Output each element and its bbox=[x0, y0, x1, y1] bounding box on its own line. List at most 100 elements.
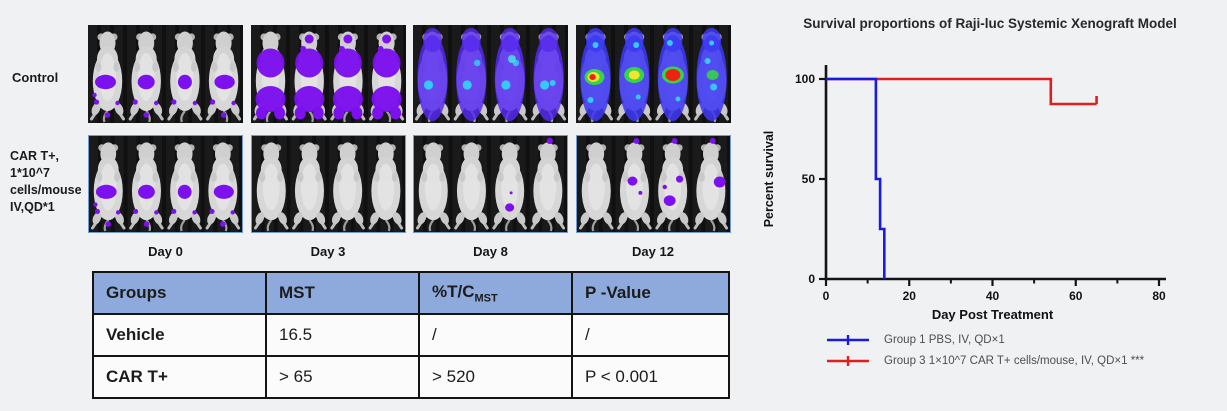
legend-marker-group1 bbox=[827, 335, 869, 345]
row-label-line: Control bbox=[12, 70, 59, 85]
mouse bbox=[693, 137, 728, 232]
svg-text:50: 50 bbox=[802, 172, 816, 186]
svg-text:60: 60 bbox=[1069, 289, 1083, 303]
mouse bbox=[206, 31, 242, 123]
results-table-header-row: Groups MST %T/CMST P -Value bbox=[92, 271, 730, 315]
survival-chart-section: Survival proportions of Raji-luc Systemi… bbox=[757, 16, 1223, 371]
mouse bbox=[492, 142, 527, 232]
mouse bbox=[291, 142, 327, 232]
col-header-tc-sub: MST bbox=[474, 292, 498, 305]
mouse bbox=[415, 142, 451, 232]
mouse bbox=[453, 28, 489, 123]
imaging-panel-control-day-1 bbox=[250, 25, 406, 123]
imaging-panel-car-t-day-0 bbox=[88, 135, 243, 233]
mouse-panel-svg bbox=[250, 25, 406, 123]
svg-text:20: 20 bbox=[903, 289, 917, 303]
mouse-panel-svg bbox=[89, 136, 242, 232]
mouse bbox=[616, 137, 652, 232]
imaging-panel-car-t-day-3 bbox=[575, 135, 731, 233]
mouse bbox=[578, 142, 614, 232]
svg-text:0: 0 bbox=[823, 289, 830, 303]
mouse bbox=[368, 31, 404, 123]
cell-tc: > 520 bbox=[418, 355, 573, 399]
day-label-2: Day 8 bbox=[473, 244, 508, 259]
mouse-panel-svg bbox=[576, 136, 730, 232]
col-header-mst: MST bbox=[265, 271, 420, 315]
mouse bbox=[90, 142, 126, 232]
mouse bbox=[454, 142, 489, 232]
row-label-line: cells/mouse bbox=[10, 183, 82, 197]
day-label-3: Day 12 bbox=[632, 244, 674, 259]
mouse bbox=[654, 137, 690, 232]
survival-plot: 0 50 100 0 20 40 60 80 Day Post Treatment Percent… bbox=[762, 65, 1166, 322]
mouse bbox=[167, 142, 202, 232]
mouse bbox=[329, 31, 365, 123]
day-label-1: Day 3 bbox=[310, 244, 346, 259]
table-row-car-t: CAR T+ > 65 > 520 P < 0.001 bbox=[92, 355, 730, 399]
results-table: Groups MST %T/CMST P -Value Vehicle 16.5… bbox=[92, 271, 730, 399]
mouse bbox=[128, 31, 164, 123]
mouse-panel-svg bbox=[251, 136, 405, 232]
cell-group: Vehicle bbox=[92, 313, 267, 357]
imaging-panel-control-day-3 bbox=[575, 25, 731, 123]
chart-legend: Group 1 PBS, IV, QD×1 Group 3 1×10^7 CAR… bbox=[825, 329, 1223, 371]
row-label-control: Control bbox=[12, 70, 58, 85]
svg-text:80: 80 bbox=[1152, 289, 1166, 303]
mouse bbox=[415, 28, 450, 123]
col-header-tc-main: %T/C bbox=[432, 281, 475, 301]
imaging-panel-car-t-day-2 bbox=[413, 135, 568, 233]
mouse bbox=[577, 28, 613, 123]
series-0 bbox=[826, 77, 886, 279]
x-axis-label: Day Post Treatment bbox=[932, 307, 1054, 322]
cell-group: CAR T+ bbox=[92, 355, 267, 399]
cell-p: / bbox=[571, 313, 730, 357]
y-axis-label: Percent survival bbox=[762, 131, 776, 228]
day-label-0: Day 0 bbox=[148, 244, 183, 259]
mouse-panel-svg bbox=[414, 136, 567, 232]
row-label-line: IV,QD*1 bbox=[10, 200, 55, 214]
svg-text:40: 40 bbox=[986, 289, 1000, 303]
legend-entry-group3: Group 3 1×10^7 CAR T+ cells/mouse, IV, Q… bbox=[825, 350, 1223, 371]
mouse bbox=[329, 142, 365, 232]
mouse bbox=[616, 28, 652, 123]
chart-title: Survival proportions of Raji-luc Systemi… bbox=[803, 16, 1177, 31]
series-1 bbox=[826, 77, 1097, 106]
table-row-vehicle: Vehicle 16.5 / / bbox=[92, 313, 730, 357]
mouse bbox=[368, 142, 403, 232]
mouse-panel-svg bbox=[575, 25, 731, 123]
imaging-panel-control-day-0 bbox=[88, 25, 243, 123]
row-label-line: 1*10^7 bbox=[10, 166, 50, 180]
mouse bbox=[654, 28, 690, 123]
imaging-panel-control-day-2 bbox=[413, 25, 568, 123]
mouse bbox=[531, 28, 567, 123]
mouse bbox=[291, 31, 327, 123]
mouse bbox=[530, 137, 566, 232]
cell-mst: 16.5 bbox=[265, 313, 420, 357]
y-axis: 0 50 100 bbox=[795, 65, 828, 286]
mouse-panel-svg bbox=[88, 25, 243, 123]
imaging-panel-car-t-day-1 bbox=[250, 135, 406, 233]
legend-label-group3: Group 3 1×10^7 CAR T+ cells/mouse, IV, Q… bbox=[884, 354, 1145, 367]
mouse bbox=[253, 142, 289, 232]
legend-entry-group1: Group 1 PBS, IV, QD×1 bbox=[825, 329, 1223, 350]
row-label-line: CAR T+, bbox=[10, 149, 59, 163]
legend-label-group1: Group 1 PBS, IV, QD×1 bbox=[884, 333, 1005, 346]
svg-text:0: 0 bbox=[808, 272, 815, 286]
mouse bbox=[492, 28, 528, 123]
cell-mst: > 65 bbox=[265, 355, 420, 399]
row-label-car-t: CAR T+, 1*10^7 cells/mouse IV,QD*1 bbox=[10, 148, 82, 216]
col-header-p: P -Value bbox=[571, 271, 730, 315]
col-header-groups: Groups bbox=[92, 271, 267, 315]
mouse-panel-svg bbox=[413, 25, 568, 123]
x-axis: 0 20 40 60 80 bbox=[823, 277, 1166, 303]
cell-tc: / bbox=[418, 313, 573, 357]
mouse bbox=[90, 31, 125, 123]
mouse bbox=[252, 31, 288, 123]
mouse bbox=[167, 31, 203, 123]
svg-text:100: 100 bbox=[795, 72, 815, 86]
col-header-tc: %T/CMST bbox=[418, 271, 573, 315]
mouse bbox=[693, 28, 729, 123]
cell-p: P < 0.001 bbox=[571, 355, 730, 399]
mouse bbox=[205, 142, 241, 232]
